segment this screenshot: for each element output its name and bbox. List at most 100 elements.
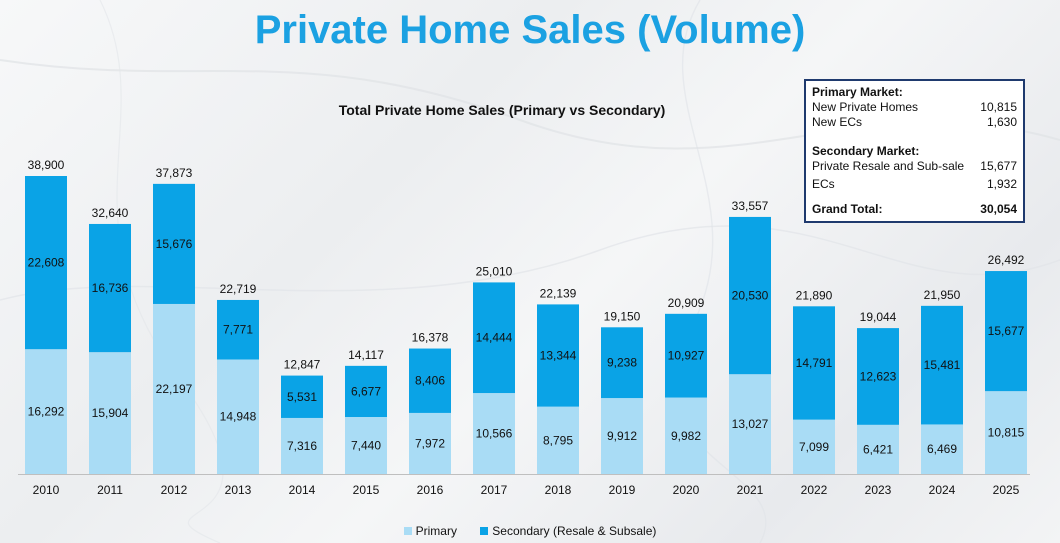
bar-total-label-2017: 25,010	[476, 264, 513, 278]
bar-total-label-2023: 19,044	[860, 310, 897, 324]
bar-label-secondary-2012: 15,676	[156, 237, 193, 251]
bar-total-label-2015: 14,117	[348, 348, 384, 362]
bar-primary-2015	[345, 417, 387, 474]
bar-secondary-2017	[473, 282, 515, 394]
chart-legend: Primary Secondary (Resale & Subsale)	[0, 524, 1060, 538]
grand-total-row: Grand Total: 30,054	[812, 202, 1017, 217]
x-tick-label-2019: 2019	[609, 483, 636, 497]
bar-label-secondary-2017: 14,444	[476, 331, 513, 345]
summary-row-value: 10,815	[980, 100, 1017, 114]
x-tick-label-2015: 2015	[353, 483, 380, 497]
x-tick-label-2022: 2022	[801, 483, 828, 497]
bar-secondary-2015	[345, 365, 387, 418]
bar-primary-2014	[281, 417, 323, 474]
legend-swatch-secondary	[480, 527, 489, 535]
bar-total-label-2016: 16,378	[412, 331, 449, 345]
bar-total-label-2010: 38,900	[28, 158, 65, 172]
bar-total-label-2012: 37,873	[156, 166, 193, 180]
bar-primary-2022	[793, 419, 835, 474]
summary-row-new-ecs: New ECs 1,630	[812, 115, 1017, 130]
summary-row-label: ECs	[812, 177, 835, 191]
x-tick-label-2018: 2018	[545, 483, 572, 497]
bar-primary-2011	[89, 352, 131, 474]
bar-label-secondary-2024: 15,481	[924, 358, 961, 372]
bar-total-label-2018: 22,139	[540, 286, 577, 300]
bar-primary-2020	[665, 397, 707, 474]
bar-total-label-2021: 33,557	[732, 199, 769, 213]
bar-total-label-2019: 19,150	[604, 309, 641, 323]
x-tick-label-2014: 2014	[289, 483, 316, 497]
x-tick-label-2021: 2021	[737, 483, 764, 497]
bar-secondary-2016	[409, 348, 451, 413]
bar-secondary-2023	[857, 328, 899, 425]
bar-label-primary-2016: 7,972	[415, 436, 445, 450]
bar-label-primary-2024: 6,469	[927, 442, 957, 456]
bar-label-secondary-2019: 9,238	[607, 356, 637, 370]
bar-secondary-2012	[153, 183, 195, 304]
bar-primary-2021	[729, 374, 771, 474]
bar-label-secondary-2010: 22,608	[28, 256, 65, 270]
bar-label-secondary-2021: 20,530	[732, 289, 769, 303]
bar-secondary-2018	[537, 304, 579, 407]
bar-label-primary-2013: 14,948	[220, 410, 257, 424]
x-tick-label-2012: 2012	[161, 483, 188, 497]
bar-label-secondary-2022: 14,791	[796, 356, 833, 370]
summary-row-ecs: ECs 1,932	[812, 177, 1017, 192]
x-tick-label-2010: 2010	[33, 483, 60, 497]
bar-label-primary-2025: 10,815	[988, 426, 1025, 440]
summary-row-new-private-homes: New Private Homes 10,815	[812, 100, 1017, 115]
bar-label-secondary-2023: 12,623	[860, 369, 897, 383]
legend-item-primary: Primary	[403, 524, 457, 538]
bar-label-primary-2022: 7,099	[799, 440, 829, 454]
bar-label-secondary-2020: 10,927	[668, 349, 705, 363]
bar-total-label-2020: 20,909	[668, 296, 705, 310]
bar-label-primary-2014: 7,316	[287, 439, 317, 453]
bar-total-label-2014: 12,847	[284, 358, 321, 372]
bar-label-secondary-2014: 5,531	[287, 390, 317, 404]
legend-swatch-primary	[403, 527, 412, 535]
bar-label-secondary-2015: 6,677	[351, 384, 381, 398]
bar-primary-2023	[857, 424, 899, 474]
x-tick-label-2025: 2025	[993, 483, 1020, 497]
summary-row-value: 15,677	[980, 159, 1017, 173]
bar-primary-2016	[409, 412, 451, 474]
bar-label-primary-2010: 16,292	[28, 405, 65, 419]
bar-secondary-2021	[729, 216, 771, 375]
bar-label-secondary-2011: 16,736	[92, 281, 129, 295]
bar-label-secondary-2013: 7,771	[223, 323, 253, 337]
bar-secondary-2011	[89, 223, 131, 353]
page-title: Private Home Sales (Volume)	[254, 8, 806, 52]
legend-label-secondary: Secondary (Resale & Subsale)	[492, 524, 657, 538]
bar-label-primary-2019: 9,912	[607, 429, 637, 443]
bar-label-primary-2015: 7,440	[351, 439, 381, 453]
bar-primary-2018	[537, 406, 579, 474]
bar-primary-2019	[601, 398, 643, 474]
bar-secondary-2013	[217, 299, 259, 360]
summary-row-label: Private Resale and Sub-sale	[812, 159, 965, 173]
bar-secondary-2022	[793, 306, 835, 420]
bar-label-primary-2017: 10,566	[476, 427, 513, 441]
x-tick-label-2011: 2011	[97, 483, 123, 497]
summary-row-label: New ECs	[812, 115, 863, 129]
x-tick-label-2020: 2020	[673, 483, 700, 497]
summary-row-private-resale: Private Resale and Sub-sale 15,677	[812, 159, 1017, 174]
bar-label-primary-2020: 9,982	[671, 429, 701, 443]
grand-total-label: Grand Total:	[812, 202, 883, 216]
summary-row-value: 1,630	[986, 115, 1017, 129]
summary-row-value: 1,932	[986, 177, 1017, 191]
x-tick-label-2023: 2023	[865, 483, 892, 497]
bar-total-label-2025: 26,492	[988, 253, 1025, 267]
chart-title: Total Private Home Sales (Primary vs Sec…	[338, 102, 666, 118]
bar-primary-2012	[153, 303, 195, 474]
bar-total-label-2013: 22,719	[220, 282, 257, 296]
bar-total-label-2022: 21,890	[796, 288, 833, 302]
bar-secondary-2024	[921, 305, 963, 425]
bar-label-primary-2023: 6,421	[863, 442, 893, 456]
bar-secondary-2020	[665, 313, 707, 398]
bar-secondary-2010	[25, 176, 67, 350]
bar-label-primary-2011: 15,904	[92, 406, 129, 420]
bar-secondary-2025	[985, 271, 1027, 392]
bar-primary-2017	[473, 393, 515, 474]
legend-item-secondary: Secondary (Resale & Subsale)	[480, 524, 656, 538]
